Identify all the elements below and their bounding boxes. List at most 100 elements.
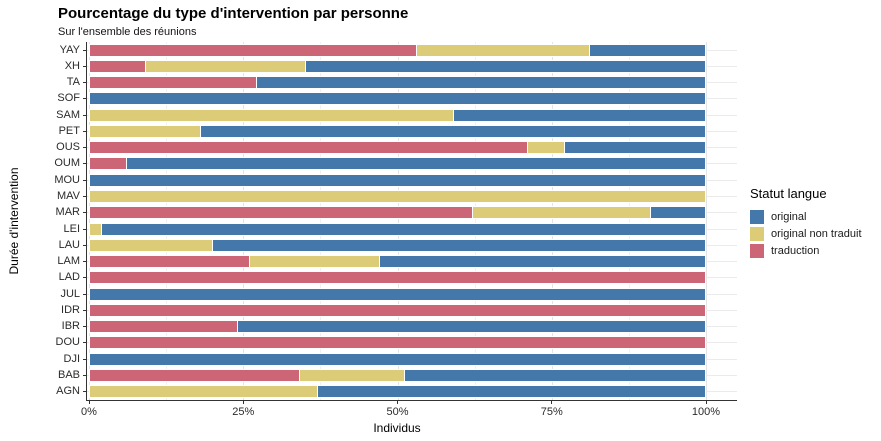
y-row-ous: OUS [0, 140, 86, 156]
y-tick-mark [83, 82, 86, 84]
bar-segment-original [126, 157, 706, 171]
y-row-dou: DOU [0, 335, 86, 351]
bar-row-sam [87, 107, 737, 123]
bar-segment-traduction [89, 336, 706, 350]
bar-stack-lei [89, 222, 706, 236]
bar-stack-xh [89, 59, 706, 73]
y-tick-label: DJI [63, 352, 81, 365]
y-tick-label: OUS [56, 141, 80, 154]
y-tick-mark [83, 114, 86, 116]
bar-row-jul [87, 286, 737, 302]
y-tick-mark [83, 374, 86, 376]
bar-row-mar [87, 205, 737, 221]
bar-segment-traduction [89, 141, 528, 155]
y-tick-mark [83, 277, 86, 279]
y-tick-mark [83, 49, 86, 51]
x-axis: 0% 25% 50% 75% 100% [81, 401, 737, 421]
bar-segment-original [89, 352, 706, 366]
legend-label: original [771, 211, 807, 223]
y-tick-label: IBR [61, 320, 80, 333]
bar-segment-original-non-traduit [416, 43, 589, 57]
bar-row-dou [87, 335, 737, 351]
bar-stack-dji [89, 352, 706, 366]
y-row-dji: DJI [0, 351, 86, 367]
bar-segment-original [378, 255, 706, 269]
legend-swatch-original-non-traduit [750, 227, 764, 241]
bar-stack-idr [89, 303, 706, 317]
y-tick-label: IDR [61, 303, 80, 316]
y-tick-label: TA [66, 76, 80, 89]
y-row-lau: LAU [0, 237, 86, 253]
x-tick-mark [551, 401, 553, 404]
bar-row-lau [87, 237, 737, 253]
legend-title: Statut langue [750, 186, 827, 201]
bar-stack-lam [89, 255, 706, 269]
bar-row-bab [87, 367, 737, 383]
y-tick-mark [83, 309, 86, 311]
bar-row-yay [87, 42, 737, 58]
bar-segment-original-non-traduit [89, 222, 102, 236]
bar-stack-oum [89, 157, 706, 171]
y-tick-label: LAD [58, 271, 80, 284]
legend-item-traduction: traduction [750, 243, 878, 259]
bar-stack-mav [89, 189, 706, 203]
bar-segment-original [237, 320, 706, 334]
legend-swatch-original [750, 210, 764, 224]
bar-segment-traduction [89, 206, 472, 220]
gridline-major-25 [243, 42, 245, 400]
bar-stack-ous [89, 141, 706, 155]
bar-segment-traduction [89, 368, 299, 382]
y-row-yay: YAY [0, 42, 86, 58]
y-tick-label: LAU [58, 238, 80, 251]
bar-segment-original [255, 76, 706, 90]
gridline-major-0 [89, 42, 90, 400]
legend-label: original non traduit [771, 228, 862, 240]
bar-stack-lau [89, 238, 706, 252]
gridline-major-50 [397, 42, 399, 400]
y-row-lad: LAD [0, 270, 86, 286]
gridline-major-100 [706, 42, 707, 400]
y-axis: YAY XH TA SOF SAM PET OUS OUM MOU MAV MAR LEI LAU LAM… [0, 42, 86, 400]
y-tick-mark [83, 358, 86, 360]
y-tick-mark [83, 326, 86, 328]
bar-segment-original [212, 238, 706, 252]
bar-segment-original [89, 287, 706, 301]
bar-stack-yay [89, 43, 706, 57]
x-tick-mark [88, 401, 90, 404]
y-tick-mark [83, 342, 86, 344]
x-tick-label: 0% [81, 406, 97, 418]
y-row-lam: LAM [0, 253, 86, 269]
bar-stack-mar [89, 206, 706, 220]
y-tick-label: AGN [56, 385, 80, 398]
y-tick-mark [83, 228, 86, 230]
bar-row-lam [87, 253, 737, 269]
y-tick-label: LAM [57, 255, 80, 268]
bar-stack-lad [89, 271, 706, 285]
x-tick-label: 50% [386, 406, 409, 418]
bar-segment-original-non-traduit [298, 368, 404, 382]
bar-segment-original [564, 141, 706, 155]
legend-swatch-traduction [750, 244, 764, 258]
bar-segment-original-non-traduit [527, 141, 565, 155]
bar-segment-traduction [89, 303, 706, 317]
y-axis-line [86, 42, 87, 401]
bar-row-ous [87, 140, 737, 156]
y-tick-mark [83, 391, 86, 393]
bar-rows [87, 42, 737, 400]
x-tick-label: 100% [691, 406, 721, 418]
y-tick-label: MAR [55, 206, 80, 219]
bar-stack-mou [89, 173, 706, 187]
bar-segment-traduction [89, 43, 416, 57]
y-row-agn: AGN [0, 384, 86, 400]
y-tick-label: PET [58, 124, 80, 137]
chart-subtitle: Sur l'ensemble des réunions [58, 26, 197, 38]
y-tick-mark [83, 98, 86, 100]
y-tick-label: SAM [56, 108, 80, 121]
bar-row-ibr [87, 319, 737, 335]
bar-stack-pet [89, 124, 706, 138]
plot-panel [87, 42, 737, 400]
bar-segment-traduction [89, 255, 250, 269]
bar-row-oum [87, 156, 737, 172]
gridline-minor-37.5 [320, 42, 322, 400]
bar-segment-traduction [89, 320, 238, 334]
